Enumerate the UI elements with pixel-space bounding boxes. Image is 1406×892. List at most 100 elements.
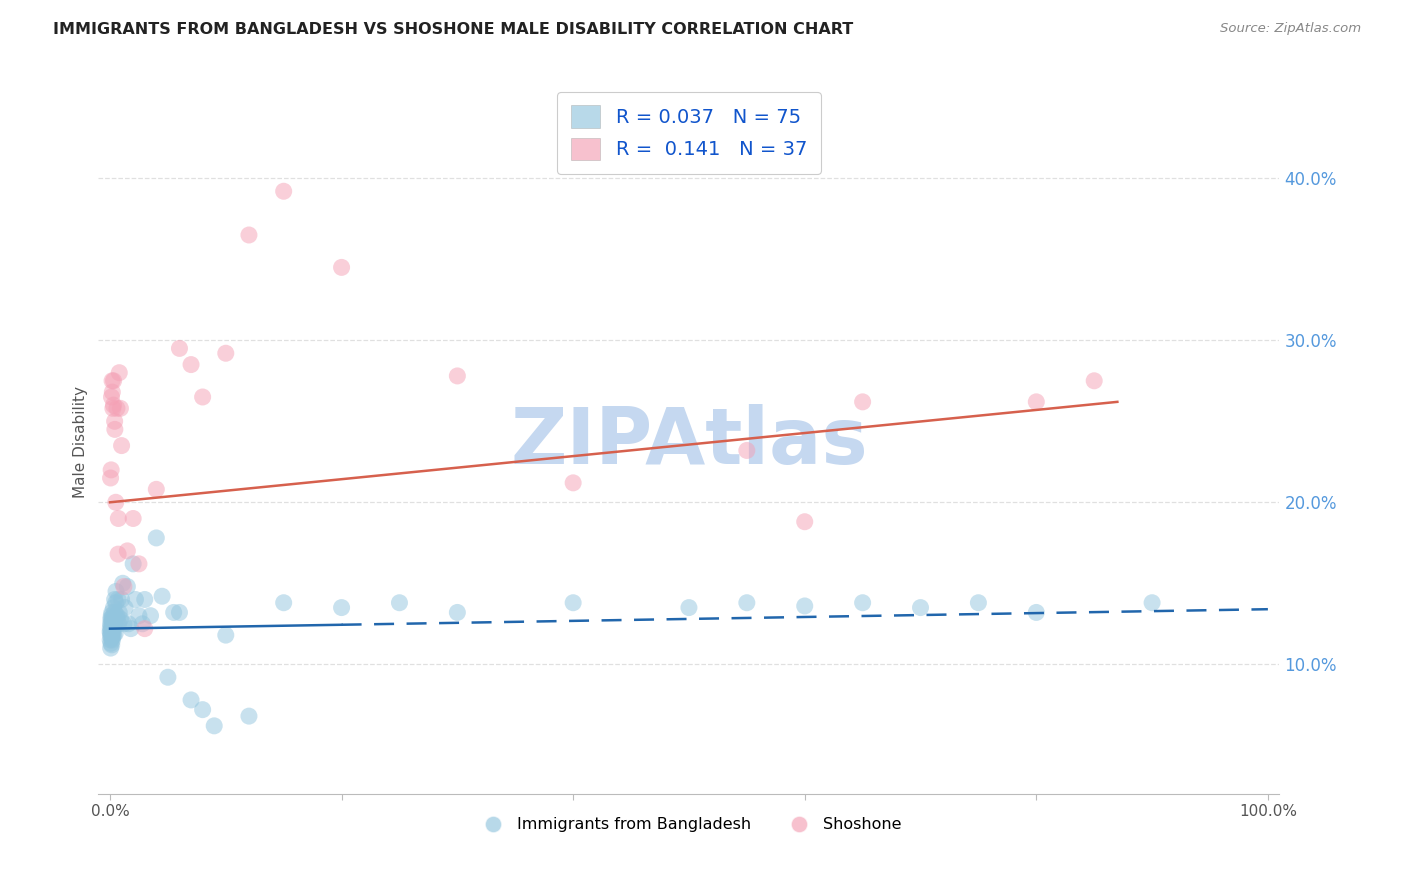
Point [110, 401, 132, 416]
Point [100, 628, 122, 642]
Point [100, 471, 122, 485]
Point [735, 596, 758, 610]
Point [967, 596, 990, 610]
Point [103, 622, 125, 636]
Point [145, 531, 167, 545]
Point [273, 184, 295, 198]
Point [163, 606, 186, 620]
Point [110, 592, 132, 607]
Point [104, 596, 127, 610]
Point [678, 600, 700, 615]
Point [180, 693, 202, 707]
Point [191, 390, 214, 404]
Point [110, 612, 132, 626]
Point [100, 624, 122, 638]
Point [238, 227, 260, 242]
Point [105, 401, 128, 416]
Point [238, 709, 260, 723]
Point [103, 612, 125, 626]
Point [273, 596, 295, 610]
Point [1140, 596, 1163, 610]
Point [446, 368, 468, 383]
Point [122, 557, 145, 571]
Point [98, 622, 121, 636]
Point [134, 622, 156, 636]
Point [101, 624, 124, 639]
Point [100, 632, 122, 646]
Point [215, 346, 238, 360]
Text: IMMIGRANTS FROM BANGLADESH VS SHOSHONE MALE DISABILITY CORRELATION CHART: IMMIGRANTS FROM BANGLADESH VS SHOSHONE M… [53, 22, 853, 37]
Point [101, 374, 124, 388]
Point [124, 592, 146, 607]
Point [107, 547, 129, 561]
Point [793, 515, 815, 529]
Point [110, 439, 132, 453]
Point [104, 495, 127, 509]
Point [101, 610, 124, 624]
Point [100, 626, 122, 640]
Text: Source: ZipAtlas.com: Source: ZipAtlas.com [1220, 22, 1361, 36]
Point [103, 374, 125, 388]
Point [215, 628, 238, 642]
Point [101, 620, 124, 634]
Point [101, 401, 124, 416]
Point [103, 600, 125, 615]
Point [852, 596, 875, 610]
Point [1025, 395, 1047, 409]
Point [105, 608, 128, 623]
Point [330, 600, 353, 615]
Point [111, 576, 134, 591]
Point [101, 606, 124, 620]
Point [330, 260, 353, 275]
Point [117, 616, 139, 631]
Point [128, 608, 150, 623]
Point [169, 342, 191, 356]
Point [114, 600, 136, 615]
Point [101, 630, 124, 644]
Point [100, 641, 122, 656]
Point [446, 606, 468, 620]
Point [104, 422, 127, 436]
Point [117, 544, 139, 558]
Point [562, 596, 585, 610]
Point [156, 670, 179, 684]
Point [112, 616, 135, 631]
Point [101, 615, 124, 629]
Point [1025, 606, 1047, 620]
Point [107, 592, 129, 607]
Point [1083, 374, 1105, 388]
Point [100, 618, 122, 632]
Point [100, 463, 122, 477]
Point [105, 584, 128, 599]
Point [100, 608, 122, 623]
Point [107, 616, 129, 631]
Text: ZIPAtlas: ZIPAtlas [510, 403, 868, 480]
Point [191, 703, 214, 717]
Point [169, 606, 191, 620]
Point [202, 719, 225, 733]
Point [131, 616, 153, 631]
Point [852, 395, 875, 409]
Point [103, 628, 125, 642]
Point [101, 628, 124, 642]
Legend: Immigrants from Bangladesh, Shoshone: Immigrants from Bangladesh, Shoshone [471, 811, 907, 838]
Point [104, 626, 127, 640]
Point [98, 624, 121, 639]
Point [180, 358, 202, 372]
Point [112, 580, 135, 594]
Point [108, 366, 131, 380]
Point [98, 632, 121, 647]
Point [388, 596, 411, 610]
Point [104, 616, 127, 631]
Y-axis label: Male Disability: Male Disability [73, 385, 89, 498]
Point [562, 475, 585, 490]
Point [128, 557, 150, 571]
Point [122, 511, 145, 525]
Point [100, 614, 122, 628]
Point [150, 589, 173, 603]
Point [101, 632, 124, 647]
Point [120, 622, 142, 636]
Point [107, 511, 129, 525]
Point [145, 483, 167, 497]
Point [100, 638, 122, 652]
